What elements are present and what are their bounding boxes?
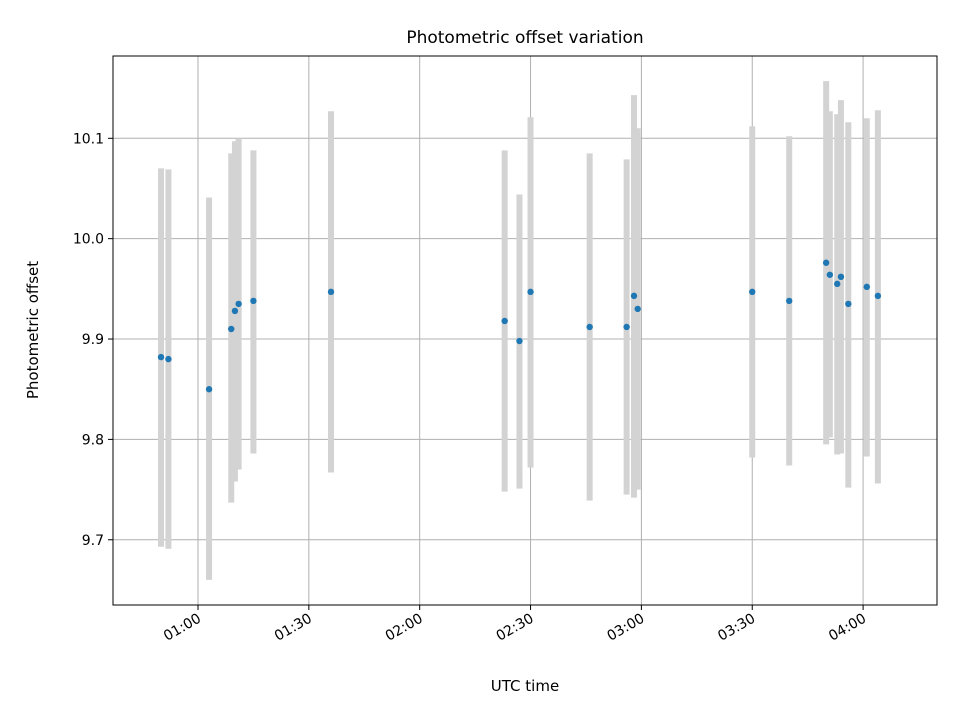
data-point xyxy=(327,288,335,296)
y-axis-label: Photometric offset xyxy=(24,261,42,399)
data-point xyxy=(623,323,630,331)
data-point xyxy=(630,292,638,300)
data-point xyxy=(822,259,830,266)
data-point xyxy=(228,325,235,333)
data-point xyxy=(834,280,841,288)
y-tick-label: 10.1 xyxy=(73,131,104,147)
data-point xyxy=(516,337,523,345)
data-point xyxy=(157,353,165,361)
data-point xyxy=(165,355,172,363)
data-point xyxy=(235,300,242,308)
data-point xyxy=(874,292,882,300)
data-points xyxy=(157,259,882,393)
chart-title: Photometric offset variation xyxy=(406,28,643,48)
data-point xyxy=(250,297,257,305)
data-point xyxy=(837,273,845,281)
y-tick-label: 9.9 xyxy=(82,332,104,348)
x-axis-label: UTC time xyxy=(491,677,559,695)
y-tick-label: 9.7 xyxy=(82,533,104,549)
data-point xyxy=(826,271,834,278)
y-tick-label: 9.8 xyxy=(82,432,104,448)
data-point xyxy=(527,288,534,296)
data-point xyxy=(586,323,593,331)
data-point xyxy=(845,300,852,308)
y-tick-label: 10.0 xyxy=(73,232,104,248)
data-point xyxy=(205,386,213,393)
data-point xyxy=(634,305,641,313)
plot-frame xyxy=(112,55,938,606)
data-point xyxy=(785,297,793,305)
data-point xyxy=(749,288,756,296)
data-point xyxy=(231,307,239,315)
data-point xyxy=(863,283,870,291)
data-point xyxy=(501,317,508,325)
